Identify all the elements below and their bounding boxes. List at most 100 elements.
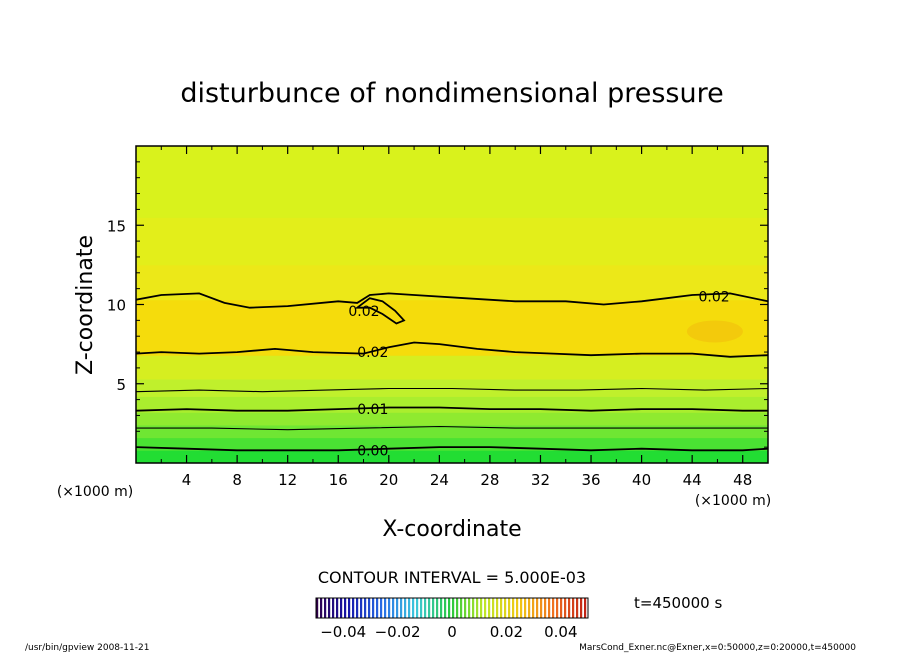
colorbar-stripe: [536, 598, 539, 618]
colorbar-stripe: [368, 598, 371, 618]
colorbar-stripe: [372, 598, 375, 618]
colorbar-stripe: [512, 598, 515, 618]
x-axis-label: X-coordinate: [382, 517, 521, 542]
chart-title: disturbunce of nondimensional pressure: [180, 78, 723, 109]
field-band-10: [136, 146, 768, 218]
colorbar-tick-label: 0.04: [544, 623, 577, 641]
colorbar-stripe: [460, 598, 463, 618]
colorbar-stripe: [328, 598, 331, 618]
x-axis-ticks: 4 8 12 16 20 24 28 32 36 40 44 48: [160, 146, 752, 489]
colorbar-stripe: [336, 598, 339, 618]
contour-labels: 0.02 0.02 0.02 0.01 0.00: [348, 290, 729, 460]
field-band-8: [136, 264, 768, 301]
colorbar-stripe: [360, 598, 363, 618]
colorbar-stripe: [408, 598, 411, 618]
colorbar-stripe: [564, 598, 567, 618]
colorbar-stripe: [560, 598, 563, 618]
x-unit-left: (×1000 m): [57, 484, 133, 500]
colorbar-stripe: [380, 598, 383, 618]
y-tick-label: 5: [116, 376, 126, 394]
colorbar-stripe: [400, 598, 403, 618]
colorbar-stripe: [504, 598, 507, 618]
colorbar-stripe: [528, 598, 531, 618]
footer-left: /usr/bin/gpview 2008-11-21: [25, 643, 149, 653]
field-band-7: [136, 299, 768, 356]
colorbar-stripe: [332, 598, 335, 618]
colorbar-stripe: [584, 598, 587, 618]
time-label: t=450000 s: [634, 594, 722, 612]
field-band-0: [136, 450, 768, 463]
colorbar-stripe: [356, 598, 359, 618]
contour-label-1-0: 0.02: [357, 345, 388, 361]
x-tick-label: 4: [182, 471, 192, 489]
colorbar-stripe: [576, 598, 579, 618]
x-tick-label: 20: [379, 471, 398, 489]
contour-line-5: [136, 446, 768, 452]
colorbar-stripe: [420, 598, 423, 618]
contour-interval-label: CONTOUR INTERVAL = 5.000E-03: [318, 568, 586, 587]
colorbar-stripe: [580, 598, 583, 618]
colorbar-stripe: [388, 598, 391, 618]
x-tick-label: 28: [480, 471, 499, 489]
colorbar-stripe: [384, 598, 387, 618]
colorbar-stripe: [404, 598, 407, 618]
colorbar-tick-labels: −0.04 −0.02 0 0.02 0.04: [320, 623, 577, 641]
contour-lines: [136, 292, 768, 452]
x-tick-label: 40: [632, 471, 651, 489]
field-band-4: [136, 396, 768, 413]
colorbar-tick-label: −0.02: [375, 623, 421, 641]
colorbar-stripe: [480, 598, 483, 618]
colorbar-stripe: [492, 598, 495, 618]
x-tick-label: 32: [531, 471, 550, 489]
footer-right: MarsCond_Exner.nc@Exner,x=0:50000,z=0:20…: [579, 643, 856, 653]
colorbar-stripe: [456, 598, 459, 618]
x-tick-label: 48: [733, 471, 752, 489]
contour-line-3: [136, 406, 768, 412]
colorbar-stripe: [472, 598, 475, 618]
colorbar-stripe: [572, 598, 575, 618]
colorbar-stripe: [484, 598, 487, 618]
y-tick-label: 15: [107, 217, 126, 235]
colorbar-stripe: [488, 598, 491, 618]
colorbar-stripe: [376, 598, 379, 618]
contour-line-2: [136, 387, 768, 393]
pressure-maximum-blob: [686, 320, 743, 343]
colorbar-stripe: [320, 598, 323, 618]
contour-line-0: [136, 292, 768, 309]
colorbar-frame: [315, 597, 589, 619]
colorbar-stripe: [556, 598, 559, 618]
colorbar-stripe: [468, 598, 471, 618]
y-tick-label: 10: [107, 297, 126, 315]
colorbar-stripe: [316, 598, 319, 618]
colorbar-stripe: [392, 598, 395, 618]
x-tick-label: 12: [278, 471, 297, 489]
y-axis-label: Z-coordinate: [73, 235, 98, 375]
colorbar-stripe: [532, 598, 535, 618]
colorbar-stripe: [568, 598, 571, 618]
field-band-9: [136, 217, 768, 266]
colorbar-stripe: [524, 598, 527, 618]
colorbar-stripe: [436, 598, 439, 618]
colorbar-stripe: [496, 598, 499, 618]
colorbar-stripe: [540, 598, 543, 618]
colorbar-stripe: [340, 598, 343, 618]
colorbar-tick-label: 0: [447, 623, 457, 641]
x-tick-label: 24: [430, 471, 449, 489]
colorbar-stripe: [552, 598, 555, 618]
contour-label-0-1: 0.02: [698, 290, 729, 306]
colorbar-stripe: [324, 598, 327, 618]
x-tick-label: 16: [329, 471, 348, 489]
contour-label-0-0: 0.02: [348, 304, 379, 320]
x-tick-label: 8: [232, 471, 242, 489]
colorbar-stripe: [352, 598, 355, 618]
contour-label-5-0: 0.00: [357, 443, 388, 459]
field-band-3: [136, 412, 768, 426]
colorbar-stripe: [416, 598, 419, 618]
x-unit-right: (×1000 m): [695, 493, 771, 509]
colorbar-stripe: [520, 598, 523, 618]
colorbar-stripe: [544, 598, 547, 618]
closed-contour-0: [354, 297, 406, 325]
colorbar-tick-label: −0.04: [320, 623, 366, 641]
x-tick-label: 44: [683, 471, 702, 489]
